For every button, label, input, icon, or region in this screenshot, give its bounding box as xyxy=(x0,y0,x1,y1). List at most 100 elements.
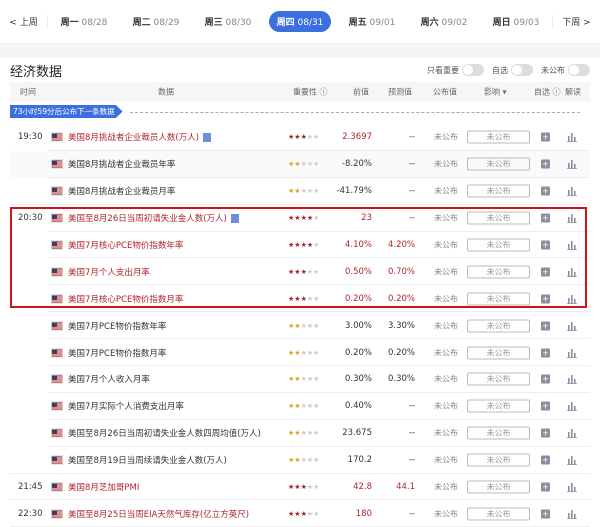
add-watch-icon[interactable]: + xyxy=(541,240,550,250)
day-tab[interactable]: 周三 08/30 xyxy=(197,11,260,32)
star-icon: ★ xyxy=(294,402,301,411)
bar-chart-icon[interactable] xyxy=(567,132,577,143)
indicator-name[interactable]: 美国至8月19日当周续请失业金人数(万人) xyxy=(68,454,227,466)
table-row: 美国7月实际个人消费支出月率 ★★★★★ 0.40% -- 未公布 未公布 + xyxy=(10,393,590,420)
indicator-name[interactable]: 美国至8月25日当周EIA天然气库存(亿立方英尺) xyxy=(68,508,249,520)
importance-stars: ★★★★★ xyxy=(288,241,319,249)
add-watch-icon[interactable]: + xyxy=(541,348,550,358)
prev-week-button[interactable]: < 上周 xyxy=(0,15,48,28)
impact-field[interactable]: 未公布 xyxy=(467,346,530,360)
impact-field[interactable]: 未公布 xyxy=(467,372,530,386)
previous-value: -8.20% xyxy=(341,159,372,170)
bar-chart-icon[interactable] xyxy=(567,455,577,466)
importance-stars: ★★★★★ xyxy=(288,322,319,330)
actual-value: 未公布 xyxy=(434,455,458,465)
indicator-name[interactable]: 美国至8月26日当周初请失业金人数(万人) xyxy=(68,212,239,224)
bar-chart-icon[interactable] xyxy=(567,374,577,385)
impact-field[interactable]: 未公布 xyxy=(467,184,530,198)
toggle-switch[interactable] xyxy=(511,64,533,76)
impact-field[interactable]: 未公布 xyxy=(467,130,530,144)
indicator-name[interactable]: 美国7月核心PCE物价指数月率 xyxy=(68,293,183,305)
impact-field[interactable]: 未公布 xyxy=(467,238,530,252)
bar-chart-icon[interactable] xyxy=(567,321,577,331)
add-watch-icon[interactable]: + xyxy=(541,428,550,438)
star-icon: ★ xyxy=(313,483,320,492)
star-icon: ★ xyxy=(300,294,307,303)
bar-chart-icon[interactable] xyxy=(567,240,577,250)
indicator-name[interactable]: 美国8月挑战者企业裁员年率 xyxy=(68,158,175,170)
bar-chart-icon[interactable] xyxy=(567,401,577,412)
add-watch-icon[interactable]: + xyxy=(541,455,550,465)
impact-field[interactable]: 未公布 xyxy=(467,319,530,333)
divider xyxy=(0,44,600,58)
next-week-button[interactable]: 下周 > xyxy=(552,15,600,28)
bar-chart-icon[interactable] xyxy=(567,213,577,224)
add-watch-icon[interactable]: + xyxy=(541,509,550,519)
bar-chart-icon[interactable] xyxy=(567,186,577,197)
day-tab[interactable]: 周六 09/02 xyxy=(413,11,476,32)
day-tab[interactable]: 周二 08/29 xyxy=(125,11,188,32)
day-tab[interactable]: 周五 09/01 xyxy=(341,11,404,32)
toggle-switch[interactable] xyxy=(568,64,590,76)
toggle-unreleased[interactable]: 未公布 xyxy=(541,64,590,76)
indicator-name[interactable]: 美国7月PCE物价指数年率 xyxy=(68,320,166,332)
add-watch-icon[interactable]: + xyxy=(541,213,550,223)
document-icon[interactable] xyxy=(230,214,239,224)
toggle-important-only[interactable]: 只看重要 xyxy=(427,64,484,76)
col-impact[interactable]: 影响 ▾ xyxy=(484,87,507,97)
impact-field[interactable]: 未公布 xyxy=(467,399,530,413)
day-tab[interactable]: 周一 08/28 xyxy=(53,11,116,32)
week-navigation: < 上周 周一 08/28 周二 08/29 周三 08/30 周四 08/31 周五 … xyxy=(0,0,600,44)
us-flag-icon xyxy=(51,509,63,519)
day-name: 周四 xyxy=(276,18,295,28)
toggle-watchlist[interactable]: 自选 xyxy=(492,64,533,76)
add-watch-icon[interactable]: + xyxy=(541,482,550,492)
document-icon[interactable] xyxy=(203,133,212,143)
impact-field[interactable]: 未公布 xyxy=(467,480,530,494)
add-watch-icon[interactable]: + xyxy=(541,267,550,277)
indicator-name[interactable]: 美国7月个人支出月率 xyxy=(68,266,150,278)
indicator-name[interactable]: 美国7月核心PCE物价指数年率 xyxy=(68,239,183,251)
add-watch-icon[interactable]: + xyxy=(541,401,550,411)
add-watch-icon[interactable]: + xyxy=(541,186,550,196)
bar-chart-icon[interactable] xyxy=(567,294,577,304)
day-tab[interactable]: 周日 09/03 xyxy=(485,11,548,32)
toggle-switch[interactable] xyxy=(462,64,484,76)
day-tab[interactable]: 周四 08/31 xyxy=(268,11,332,32)
indicator-name[interactable]: 美国8月芝加哥PMI xyxy=(68,481,139,493)
bar-chart-icon[interactable] xyxy=(567,267,577,277)
day-name: 周一 xyxy=(60,18,79,28)
bar-chart-icon[interactable] xyxy=(567,482,577,493)
add-watch-icon[interactable]: + xyxy=(541,159,550,169)
indicator-name[interactable]: 美国7月实际个人消费支出月率 xyxy=(68,400,184,412)
col-actual: 公布值 xyxy=(433,87,457,97)
bar-chart-icon[interactable] xyxy=(567,348,577,358)
toggle-label: 只看重要 xyxy=(427,65,459,75)
add-watch-icon[interactable]: + xyxy=(541,132,550,142)
indicator-name[interactable]: 美国至8月26日当周初请失业金人数四周均值(万人) xyxy=(68,427,261,439)
importance-stars: ★★★★★ xyxy=(288,429,319,437)
indicator-name[interactable]: 美国7月PCE物价指数月率 xyxy=(68,347,166,359)
star-icon: ★ xyxy=(306,509,314,518)
actual-value: 未公布 xyxy=(434,240,458,250)
impact-field[interactable]: 未公布 xyxy=(467,507,530,521)
indicator-label: 美国8月挑战者企业裁员年率 xyxy=(68,160,176,171)
impact-field[interactable]: 未公布 xyxy=(467,265,530,279)
indicator-name[interactable]: 美国7月个人收入月率 xyxy=(68,373,150,385)
bar-chart-icon[interactable] xyxy=(567,509,577,519)
star-icon: ★ xyxy=(294,294,301,303)
add-watch-icon[interactable]: + xyxy=(541,321,550,331)
impact-field[interactable]: 未公布 xyxy=(467,453,530,467)
impact-field[interactable]: 未公布 xyxy=(467,157,530,171)
actual-value: 未公布 xyxy=(434,132,458,142)
bar-chart-icon[interactable] xyxy=(567,428,577,439)
impact-field[interactable]: 未公布 xyxy=(467,426,530,440)
indicator-name[interactable]: 美国8月挑战者企业裁员月率 xyxy=(68,185,175,197)
add-watch-icon[interactable]: + xyxy=(541,294,550,304)
add-watch-icon[interactable]: + xyxy=(541,374,550,384)
importance-stars: ★★★★★ xyxy=(288,402,319,410)
bar-chart-icon[interactable] xyxy=(567,159,577,170)
impact-field[interactable]: 未公布 xyxy=(467,211,530,225)
indicator-name[interactable]: 美国8月挑战者企业裁员人数(万人) xyxy=(68,131,212,143)
impact-field[interactable]: 未公布 xyxy=(467,292,530,306)
